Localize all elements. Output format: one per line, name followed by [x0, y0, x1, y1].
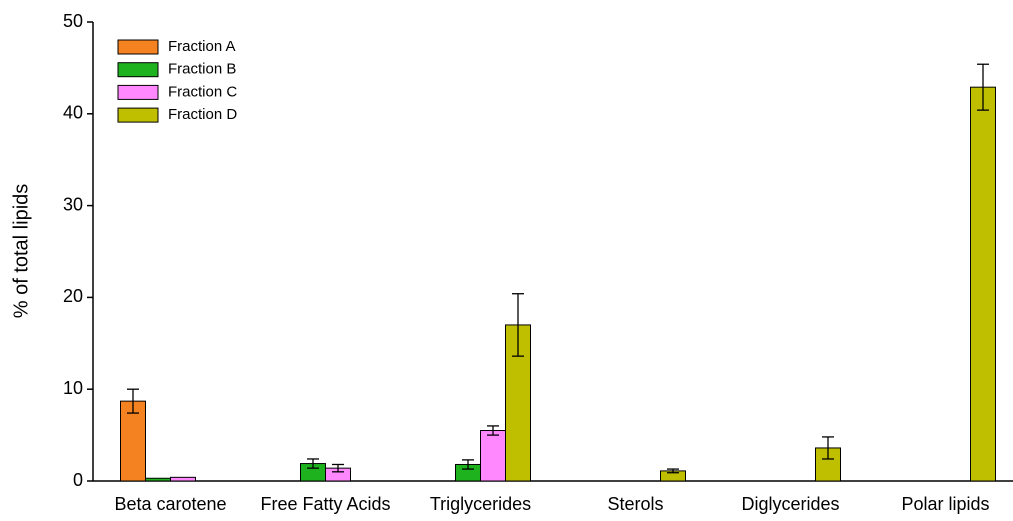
bar	[480, 430, 506, 482]
error-bar	[332, 463, 344, 473]
bar	[145, 477, 171, 482]
error-bar	[822, 436, 834, 460]
error-bar	[512, 293, 524, 357]
bar	[170, 476, 196, 482]
error-bar	[487, 425, 499, 436]
x-tick-label: Sterols	[607, 494, 663, 514]
legend-swatch	[117, 39, 159, 55]
x-tick-label: Polar lipids	[901, 494, 989, 514]
error-bar	[977, 63, 989, 111]
error-bar	[462, 459, 474, 470]
x-tick-label: Free Fatty Acids	[260, 494, 390, 514]
y-tick-label: 40	[63, 103, 83, 123]
error-bar	[667, 468, 679, 474]
legend-swatch	[117, 84, 159, 100]
legend-swatch	[117, 62, 159, 78]
error-bar	[127, 388, 139, 414]
y-tick-label: 30	[63, 194, 83, 214]
y-tick-label: 20	[63, 286, 83, 306]
legend-label: Fraction B	[168, 61, 236, 78]
bar	[970, 86, 996, 482]
legend-label: Fraction A	[168, 38, 236, 55]
error-bar	[307, 458, 319, 469]
y-axis-label: % of total lipids	[10, 184, 32, 319]
bar	[120, 400, 146, 482]
y-tick-label: 10	[63, 378, 83, 398]
y-tick-label: 50	[63, 11, 83, 31]
x-tick-label: Triglycerides	[430, 494, 531, 514]
legend-label: Fraction C	[168, 83, 237, 100]
x-tick-label: Diglycerides	[741, 494, 839, 514]
x-tick-label: Beta carotene	[114, 494, 226, 514]
legend-label: Fraction D	[168, 106, 237, 123]
y-tick-label: 0	[73, 470, 83, 490]
legend-swatch	[117, 107, 159, 123]
